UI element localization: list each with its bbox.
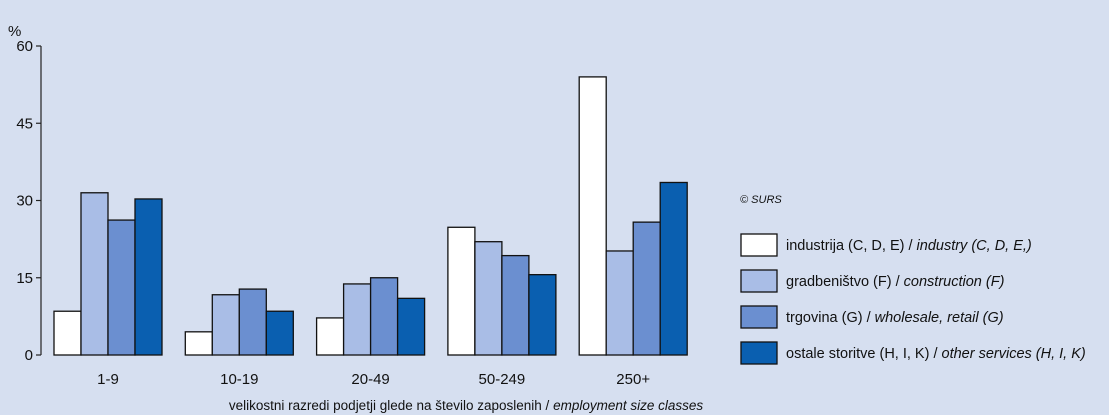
bar (211, 294, 240, 356)
category-label: 250+ (616, 371, 650, 388)
bar (447, 226, 476, 356)
category-label: 1-9 (97, 371, 119, 388)
legend-swatch (740, 269, 778, 293)
legend-swatch (740, 233, 778, 257)
legend-swatch (740, 305, 778, 329)
y-axis-unit: % (8, 23, 21, 40)
bar (632, 221, 661, 356)
bar (184, 331, 213, 356)
bar (265, 310, 294, 356)
legend-label: ostale storitve (H, I, K) / other servic… (786, 346, 1086, 362)
legend-label: trgovina (G) / wholesale, retail (G) (786, 310, 1004, 326)
y-tick-label: 0 (25, 347, 33, 364)
bar (107, 219, 136, 356)
category-label: 20-49 (351, 371, 389, 388)
legend: industrija (C, D, E) / industry (C, D, E… (740, 233, 1086, 365)
bar (578, 76, 607, 356)
bar (501, 254, 530, 356)
category-label: 50-249 (479, 371, 526, 388)
bar (342, 283, 372, 356)
category-label: 10-19 (220, 371, 258, 388)
bars (53, 76, 688, 356)
category-labels: 1-9 10-19 20-49 50-249 250+ (97, 371, 650, 388)
bar (474, 241, 503, 356)
legend-swatch (740, 341, 778, 365)
legend-label: gradbeništvo (F) / construction (F) (786, 274, 1004, 290)
bar (369, 277, 399, 356)
bar (528, 274, 557, 356)
bar (238, 288, 267, 356)
y-tick-label: 45 (16, 115, 33, 132)
y-tick-label: 30 (16, 193, 33, 210)
bar (53, 310, 82, 356)
y-tick-label: 15 (16, 270, 33, 287)
bar (659, 181, 688, 356)
bar (605, 250, 634, 356)
legend-label: industrija (C, D, E) / industry (C, D, E… (786, 238, 1032, 254)
bar (134, 198, 163, 356)
axes: % 0 15 30 45 60 (8, 23, 42, 364)
bar (315, 317, 345, 356)
bar (80, 192, 109, 356)
x-axis-label: velikostni razredi podjetji glede na šte… (229, 398, 703, 413)
y-tick-label: 60 (16, 38, 33, 55)
copyright-notice: © SURS (740, 194, 782, 206)
bar (396, 297, 426, 356)
